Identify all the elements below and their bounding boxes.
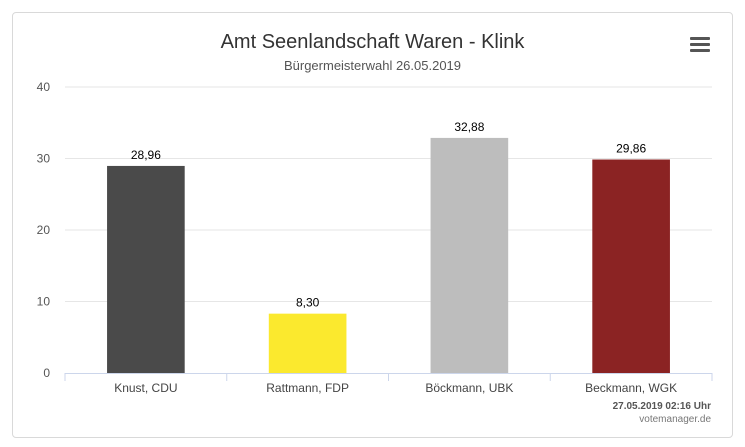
x-tick-label: Böckmann, UBK [425,381,513,395]
bar [430,137,509,373]
x-tick-label: Beckmann, WGK [585,381,677,395]
chart-subtitle: Bürgermeisterwahl 26.05.2019 [283,58,462,73]
chart-title: Amt Seenlandschaft Waren - Klink [220,31,525,53]
credit-link[interactable]: votemanager.de [639,414,711,425]
y-tick-label: 10 [37,295,51,309]
y-tick-label: 20 [37,223,51,237]
bar [592,159,670,373]
data-label: 28,96 [131,148,161,162]
data-label: 29,86 [616,142,646,156]
y-tick-label: 40 [37,80,51,94]
x-tick-label: Knust, CDU [114,381,177,395]
data-label: 8,30 [296,296,320,310]
credit-timestamp: 27.05.2019 02:16 Uhr [612,401,711,412]
hamburger-menu-icon[interactable] [690,37,710,53]
y-tick-label: 0 [43,366,50,380]
data-label: 32,88 [454,120,484,134]
bar [107,165,185,373]
bar [268,313,347,373]
y-tick-label: 30 [37,152,51,166]
x-tick-label: Rattmann, FDP [266,381,349,395]
